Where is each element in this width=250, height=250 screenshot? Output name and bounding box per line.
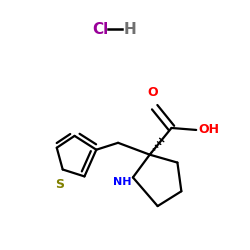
Text: S: S: [55, 178, 64, 192]
Text: OH: OH: [198, 124, 219, 136]
Text: Cl: Cl: [92, 22, 108, 36]
Text: O: O: [148, 86, 158, 99]
Text: H: H: [124, 22, 137, 36]
Text: NH: NH: [113, 177, 131, 187]
